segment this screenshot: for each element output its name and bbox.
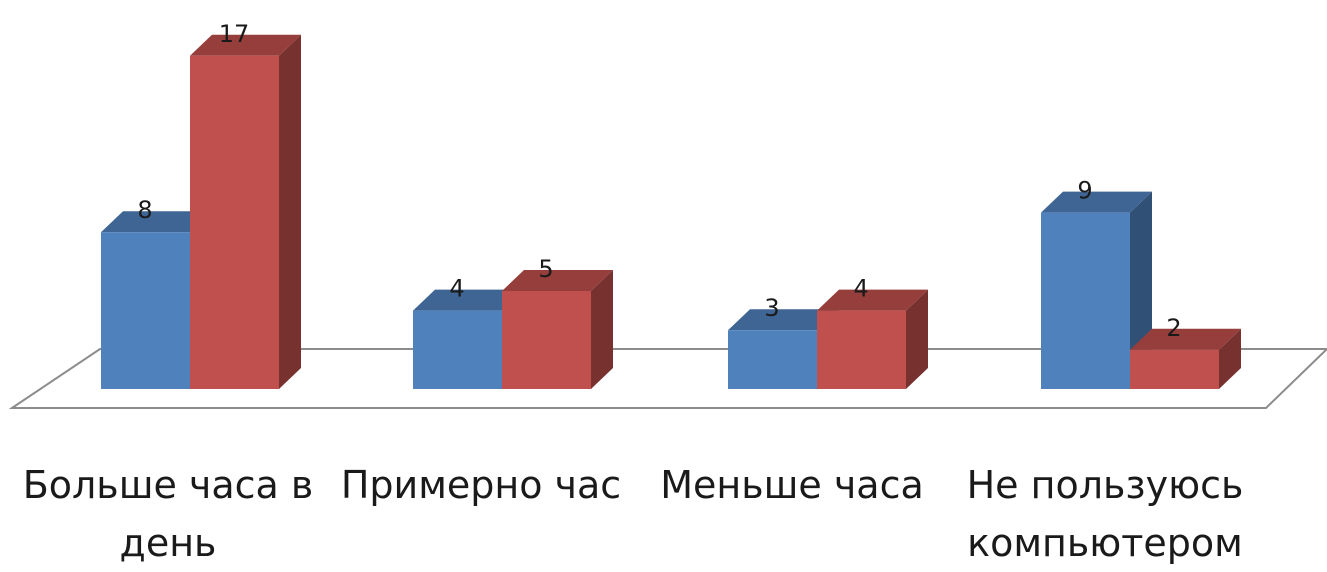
category-label: Примерно час <box>340 463 622 507</box>
data-label: 8 <box>137 196 152 224</box>
bar-side-face <box>906 289 928 389</box>
chart-floor <box>8 348 1327 409</box>
data-label: 9 <box>1077 177 1092 205</box>
bar-top-face <box>101 211 212 233</box>
bar-top-face <box>413 289 524 311</box>
bar-series2-3 <box>817 289 928 389</box>
bar-top-face <box>817 289 928 311</box>
category-label: Меньше часа <box>660 463 924 507</box>
bar-front-face <box>728 330 817 389</box>
data-label: 3 <box>764 294 779 322</box>
bar-top-face <box>1130 328 1241 350</box>
bar-front-face <box>101 232 190 389</box>
data-label: 4 <box>449 275 464 303</box>
bar-front-face <box>413 310 502 389</box>
bar-series2-4 <box>1130 328 1241 389</box>
bar-side-face <box>279 34 301 390</box>
category-label: Не пользуюсь компьютером <box>966 463 1244 565</box>
data-label: 5 <box>538 255 553 283</box>
bars-group <box>101 34 1241 390</box>
bar-front-face <box>190 55 279 390</box>
bar-top-face <box>502 270 613 291</box>
data-label: 17 <box>219 20 250 48</box>
bar-front-face <box>1041 212 1130 389</box>
bar-series2-2 <box>502 270 613 389</box>
bar-series1-4 <box>1041 191 1152 389</box>
bar-front-face <box>1130 349 1219 389</box>
bar-top-face <box>190 34 301 56</box>
value-labels-group: 8 17 4 5 3 4 9 2 <box>137 20 1181 342</box>
bar-top-face <box>728 309 839 331</box>
bar-top-face <box>1041 191 1152 213</box>
bar-side-face <box>1219 328 1241 389</box>
bar-series2-1 <box>190 34 301 390</box>
category-label: Больше часа в день <box>22 463 314 565</box>
data-label: 2 <box>1166 314 1181 342</box>
data-label: 4 <box>853 275 868 303</box>
bar-side-face <box>591 270 613 389</box>
bar-chart: 8 17 4 5 3 4 9 2 <box>8 20 1327 409</box>
bar-front-face <box>502 291 591 389</box>
bar-front-face <box>817 310 906 389</box>
